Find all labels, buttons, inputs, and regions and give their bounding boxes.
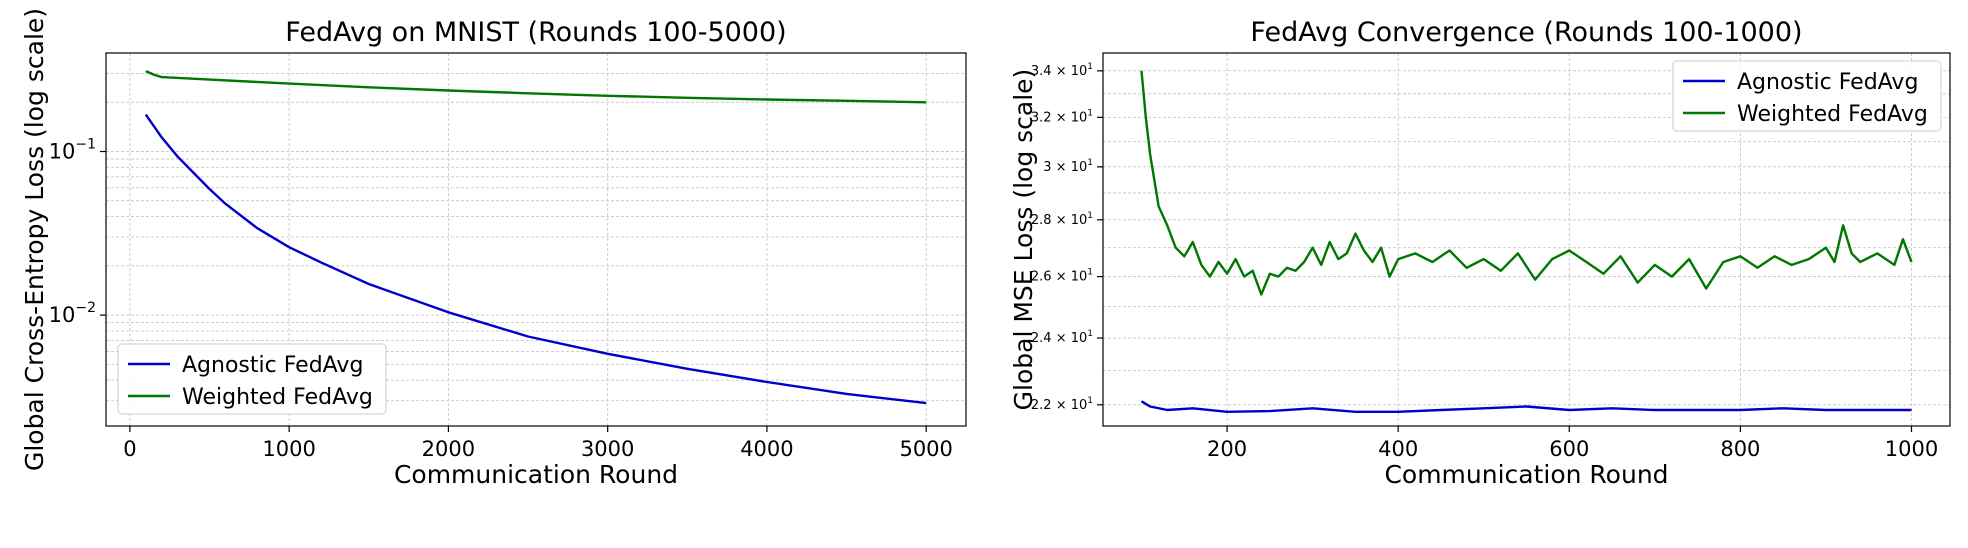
x-tick-label: 600 [1549,437,1589,461]
series-line-weighted [1140,70,1913,296]
y-tick-label: 3 × 101 [1043,158,1093,175]
legend-box [117,343,387,415]
legend: Agnostic FedAvg Weighted FedAvg [1672,60,1942,132]
x-axis-label: Communication Round [394,460,678,489]
chart-cross-entropy: 0 1000 2000 3000 4000 5000 10−1 10−2 FedAvg on… [20,8,967,489]
y-tick-label: 10−1 [49,137,96,164]
x-tick-label: 2000 [422,437,475,461]
x-tick-label: 0 [123,437,136,461]
legend-box [1672,60,1942,132]
legend-label: Agnostic FedAvg [182,353,363,378]
plot-frame [1102,52,1951,427]
y-tick-label: 2.4 × 101 [1031,329,1093,346]
y-axis-label: Global Cross-Entropy Loss (log scale) [20,8,49,471]
y-tick-label: 2.2 × 101 [1031,396,1093,413]
x-tick-label: 800 [1720,437,1760,461]
x-tick-label: 3000 [581,437,634,461]
y-tick-label: 2.6 × 101 [1031,268,1093,285]
chart-title: FedAvg on MNIST (Rounds 100-5000) [285,17,786,48]
series-line-agnostic [1140,400,1912,413]
x-tick-label: 1000 [1885,437,1938,461]
y-axis-label: Global MSE Loss (log scale) [1009,69,1038,411]
legend-label: Agnostic FedAvg [1737,70,1918,95]
y-tick-label: 3.4 × 101 [1031,62,1093,79]
x-tick-label: 4000 [740,437,793,461]
chart-title: FedAvg Convergence (Rounds 100-1000) [1250,17,1802,48]
grid-lines [106,52,966,426]
x-axis-ticks: 200 400 600 800 1000 [1207,426,1938,461]
legend-label: Weighted FedAvg [182,385,373,410]
x-tick-label: 1000 [262,437,315,461]
chart-mse: 200 400 600 800 1000 2.2 × 101 2.4 × 101 2.6 ×… [1009,17,1951,489]
series-line-agnostic [144,113,927,405]
y-tick-label: 2.8 × 101 [1031,211,1093,228]
x-tick-label: 5000 [899,437,952,461]
x-tick-label: 400 [1378,437,1418,461]
y-axis-ticks: 10−1 10−2 [49,137,106,327]
series-line-weighted [145,70,927,104]
series-layer [144,70,927,405]
series-layer [1140,70,1913,413]
plot-frame [105,52,967,427]
x-axis-ticks: 0 1000 2000 3000 4000 5000 [123,426,953,461]
x-tick-label: 200 [1207,437,1247,461]
x-axis-label: Communication Round [1384,460,1668,489]
y-axis-ticks: 2.2 × 101 2.4 × 101 2.6 × 101 2.8 × 101 3 × … [1031,62,1103,413]
legend-label: Weighted FedAvg [1737,102,1928,127]
legend: Agnostic FedAvg Weighted FedAvg [117,343,387,415]
y-tick-label: 3.2 × 101 [1031,108,1093,125]
y-tick-label: 10−2 [49,300,96,327]
